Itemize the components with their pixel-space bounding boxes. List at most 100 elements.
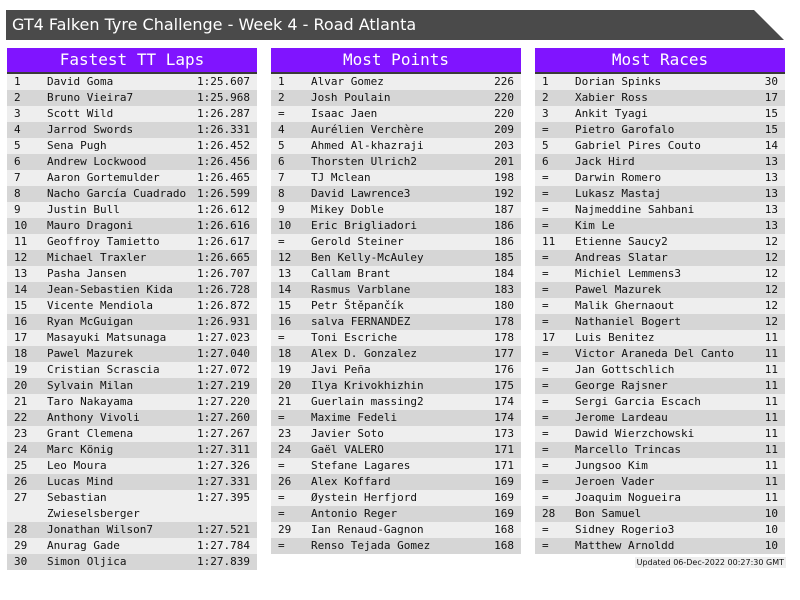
- rank-cell: 28: [542, 507, 556, 520]
- table-row: 2 Bruno Vieira7 1:25.968: [7, 90, 257, 106]
- table-row: = Stefane Lagares 171: [271, 458, 521, 474]
- driver-name-cell: Callam Brant: [311, 267, 391, 280]
- driver-name-cell: Dorian Spinks: [575, 75, 662, 88]
- table-row: 3 Ankit Tyagi 15: [535, 106, 785, 122]
- driver-name-cell: Øystein Herfjord: [311, 491, 417, 504]
- value-cell: 1:26.616: [197, 219, 250, 232]
- updated-timestamp: Updated 06-Dec-2022 00:27:30 GMT: [634, 557, 786, 568]
- driver-name-cell: Matthew Arnoldd: [575, 539, 675, 552]
- driver-name-cell: Michiel Lemmens3: [575, 267, 681, 280]
- rank-cell: 30: [14, 555, 28, 568]
- table-row: 28 Bon Samuel 10: [535, 506, 785, 522]
- driver-name-cell: Malik Ghernaout: [575, 299, 675, 312]
- driver-name-cell: Justin Bull: [47, 203, 120, 216]
- value-cell: 12: [764, 299, 778, 312]
- rank-cell: =: [542, 283, 549, 296]
- table-row: = Jungsoo Kim 11: [535, 458, 785, 474]
- value-cell: 12: [764, 283, 778, 296]
- table-row: = Sergi Garcia Escach 11: [535, 394, 785, 410]
- driver-name-cell: Jerome Lardeau: [575, 411, 668, 424]
- table-row: = Marcello Trincas 11: [535, 442, 785, 458]
- rank-cell: 6: [542, 155, 549, 168]
- driver-name-cell: Vicente Mendiola: [47, 299, 153, 312]
- driver-name-cell: Sidney Rogerio3: [575, 523, 675, 536]
- driver-name-cell: Jarrod Swords: [47, 123, 134, 136]
- driver-name-cell: David Goma: [47, 75, 114, 88]
- table-row: = Øystein Herfjord 169: [271, 490, 521, 506]
- driver-name-cell: Gabriel Pires Couto: [575, 139, 701, 152]
- table-row: 20 Ilya Krivokhizhin 175: [271, 378, 521, 394]
- value-cell: 13: [764, 219, 778, 232]
- driver-name-cell: Alex Koffard: [311, 475, 391, 488]
- rank-cell: 9: [278, 203, 285, 216]
- table-row: 1 David Goma 1:25.607: [7, 74, 257, 90]
- value-cell: 183: [494, 283, 514, 296]
- table-row: 6 Thorsten Ulrich2 201: [271, 154, 521, 170]
- table-row: 18 Pawel Mazurek 1:27.040: [7, 346, 257, 362]
- rank-cell: 28: [14, 523, 28, 536]
- value-cell: 175: [494, 379, 514, 392]
- rank-cell: 12: [278, 251, 292, 264]
- driver-name-cell: Pietro Garofalo: [575, 123, 675, 136]
- value-cell: 184: [494, 267, 514, 280]
- value-cell: 10: [764, 539, 778, 552]
- table-row: = George Rajsner 11: [535, 378, 785, 394]
- rank-cell: 2: [542, 91, 549, 104]
- table-row: 6 Jack Hird 13: [535, 154, 785, 170]
- value-cell: 12: [764, 267, 778, 280]
- driver-name-cell: Aaron Gortemulder: [47, 171, 160, 184]
- driver-name-cell: Jan Gottschlich: [575, 363, 675, 376]
- table-row: 12 Michael Traxler 1:26.665: [7, 250, 257, 266]
- value-cell: 11: [764, 443, 778, 456]
- table-row: 19 Cristian Scrascia 1:27.072: [7, 362, 257, 378]
- driver-name-cell: Mikey Doble: [311, 203, 384, 216]
- table-row: 6 Andrew Lockwood 1:26.456: [7, 154, 257, 170]
- rank-cell: 10: [278, 219, 292, 232]
- value-cell: 198: [494, 171, 514, 184]
- rank-cell: 6: [278, 155, 285, 168]
- driver-name-cell: Marcello Trincas: [575, 443, 681, 456]
- table-row: = Gerold Steiner 186: [271, 234, 521, 250]
- rank-cell: 24: [278, 443, 292, 456]
- driver-name-cell: Ian Renaud-Gagnon: [311, 523, 424, 536]
- value-cell: 11: [764, 475, 778, 488]
- rank-cell: 23: [278, 427, 292, 440]
- rank-cell: =: [542, 187, 549, 200]
- value-cell: 1:25.968: [197, 91, 250, 104]
- page-title: GT4 Falken Tyre Challenge - Week 4 - Roa…: [12, 15, 417, 34]
- driver-name-cell: Leo Moura: [47, 459, 107, 472]
- driver-name-cell: Alex D. Gonzalez: [311, 347, 417, 360]
- rank-cell: 26: [278, 475, 292, 488]
- rank-cell: 1: [278, 75, 285, 88]
- rank-cell: =: [542, 411, 549, 424]
- table-row: = Renso Tejada Gomez 168: [271, 538, 521, 554]
- driver-name-cell: Javi Peña: [311, 363, 371, 376]
- driver-name-cell: Jack Hird: [575, 155, 635, 168]
- table-row: = Nathaniel Bogert 12: [535, 314, 785, 330]
- value-cell: 1:27.326: [197, 459, 250, 472]
- panel-fastest-tt-laps: Fastest TT Laps 1 David Goma 1:25.607 2 Brun…: [7, 48, 257, 570]
- rank-cell: 27: [14, 491, 28, 504]
- rank-cell: 14: [14, 283, 28, 296]
- table-row: 29 Ian Renaud-Gagnon 168: [271, 522, 521, 538]
- value-cell: 1:27.521: [197, 523, 250, 536]
- table-row: = Andreas Slatar 12: [535, 250, 785, 266]
- driver-name-cell: Mauro Dragoni: [47, 219, 134, 232]
- value-cell: 169: [494, 475, 514, 488]
- driver-name-cell: Guerlain massing2: [311, 395, 424, 408]
- driver-name-cell: Stefane Lagares: [311, 459, 411, 472]
- table-row: 24 Gaël VALERO 171: [271, 442, 521, 458]
- driver-name-cell: Sena Pugh: [47, 139, 107, 152]
- table-row: 12 Ben Kelly-McAuley 185: [271, 250, 521, 266]
- rank-cell: 15: [278, 299, 292, 312]
- table-row: 5 Gabriel Pires Couto 14: [535, 138, 785, 154]
- value-cell: 169: [494, 491, 514, 504]
- value-cell: 186: [494, 219, 514, 232]
- table-row: 26 Lucas Mind 1:27.331: [7, 474, 257, 490]
- value-cell: 11: [764, 491, 778, 504]
- driver-name-cell: Anurag Gade: [47, 539, 120, 552]
- driver-name-cell: Alvar Gomez: [311, 75, 384, 88]
- value-cell: 1:26.872: [197, 299, 250, 312]
- value-cell: 171: [494, 443, 514, 456]
- driver-name-cell: Jeroen Vader: [575, 475, 655, 488]
